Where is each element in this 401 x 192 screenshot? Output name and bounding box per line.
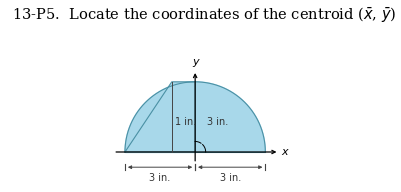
Text: 3 in.: 3 in. [149, 173, 170, 183]
Text: 13-P5.  Locate the coordinates of the centroid ($\bar{x}$, $\bar{y}$) of this ar: 13-P5. Locate the coordinates of the cen… [12, 6, 401, 25]
Text: 1 in.: 1 in. [175, 117, 196, 127]
Text: 3 in.: 3 in. [207, 117, 227, 127]
Text: 3 in.: 3 in. [219, 173, 240, 183]
Text: x: x [281, 147, 288, 157]
Polygon shape [125, 82, 265, 152]
Text: y: y [191, 57, 198, 67]
Polygon shape [125, 82, 194, 152]
